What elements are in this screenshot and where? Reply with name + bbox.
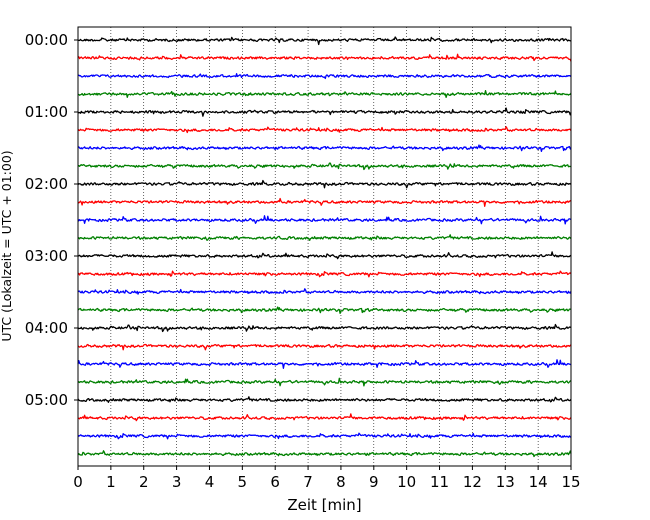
vertical-grid xyxy=(110,27,539,466)
seismogram-trace-0030 xyxy=(77,73,572,80)
x-tick-label: 9 xyxy=(369,473,379,491)
x-tick-label: 5 xyxy=(238,473,248,491)
x-tick-label: 6 xyxy=(270,473,280,491)
y-tick-label: 03:00 xyxy=(25,247,68,265)
seismogram-trace-0015 xyxy=(77,53,572,62)
x-tick-label: 1 xyxy=(106,473,116,491)
seismogram-trace-0315 xyxy=(77,270,572,278)
seismogram-trace-0100 xyxy=(77,107,572,117)
seismogram-trace-0130 xyxy=(77,144,572,153)
x-tick-label: 14 xyxy=(529,473,548,491)
seismogram-trace-0000 xyxy=(77,36,571,46)
y-tick-label: 01:00 xyxy=(25,103,68,121)
x-tick-label: 8 xyxy=(336,473,346,491)
seismogram-trace-0445 xyxy=(77,377,572,387)
seismogram-trace-0400 xyxy=(77,323,572,333)
x-tick-label: 15 xyxy=(561,473,580,491)
x-tick-label: 0 xyxy=(73,473,83,491)
seismogram-trace-0430 xyxy=(77,359,572,369)
y-tick-label: 00:00 xyxy=(25,31,68,49)
seismogram-trace-0515 xyxy=(77,413,572,422)
x-tick-label: 4 xyxy=(205,473,215,491)
x-tick-label: 13 xyxy=(496,473,515,491)
x-axis-label: Zeit [min] xyxy=(287,496,361,514)
seismogram-trace-0245 xyxy=(77,234,572,241)
y-axis-ticks: 00:00 01:00 02:00 03:00 04:00 05:00 xyxy=(25,31,78,409)
x-tick-label: 3 xyxy=(172,473,182,491)
seismogram-trace-0330 xyxy=(77,288,572,295)
seismogram-trace-0345 xyxy=(77,306,572,315)
seismogram-trace-0230 xyxy=(77,215,572,225)
seismogram-traces xyxy=(77,36,572,458)
seismogram-trace-0200 xyxy=(77,179,572,189)
y-tick-label: 02:00 xyxy=(25,175,68,193)
seismogram-trace-0545 xyxy=(77,450,572,458)
seismogram-trace-0045 xyxy=(77,89,572,99)
x-tick-label: 12 xyxy=(463,473,482,491)
seismogram-trace-0530 xyxy=(77,432,572,440)
seismogram-trace-0415 xyxy=(77,343,572,351)
seismogram-trace-0115 xyxy=(77,126,572,134)
x-tick-label: 10 xyxy=(397,473,416,491)
x-tick-label: 7 xyxy=(303,473,313,491)
y-tick-label: 05:00 xyxy=(25,391,68,409)
y-axis-label: UTC (Lokalzeit = UTC + 01:00) xyxy=(0,150,14,341)
x-tick-label: 11 xyxy=(430,473,449,491)
x-axis-ticks: 0 1 2 3 4 5 6 7 8 9 10 11 12 13 14 15 xyxy=(73,466,581,491)
y-tick-label: 04:00 xyxy=(25,319,68,337)
seismogram-trace-0215 xyxy=(77,197,572,207)
seismogram-trace-0500 xyxy=(77,396,572,403)
x-tick-label: 2 xyxy=(139,473,149,491)
plot-frame xyxy=(77,26,572,467)
seismogram-trace-0145 xyxy=(77,162,572,171)
seismogram-trace-0300 xyxy=(78,251,572,260)
